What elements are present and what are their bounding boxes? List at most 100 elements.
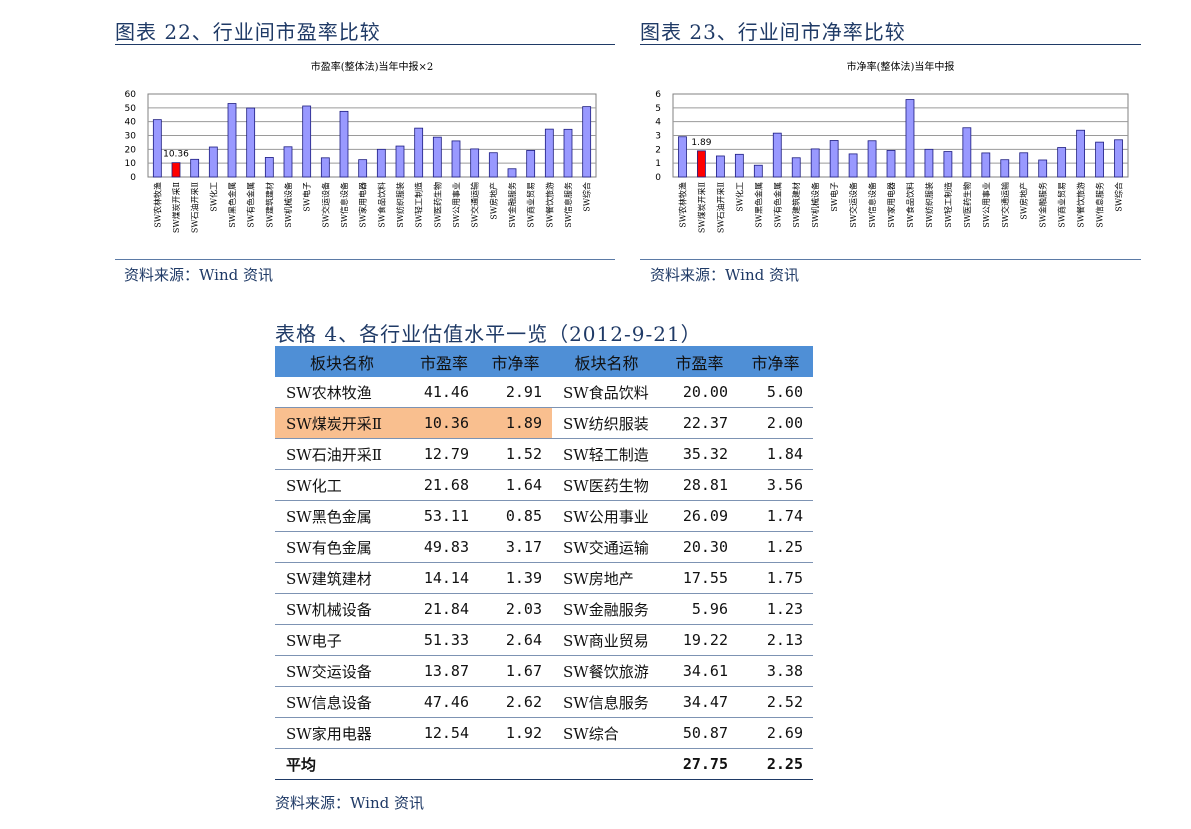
x-category-label: SW信息设备 <box>339 182 349 228</box>
bar <box>152 119 162 178</box>
x-category-label: SW有色金属 <box>246 182 256 228</box>
bar <box>924 148 934 178</box>
pe-cell: 26.09 <box>661 500 738 532</box>
figure-23-title: 图表 23、行业间市净率比较 <box>640 20 906 44</box>
average-row: 平均 27.75 2.25 <box>275 748 813 780</box>
x-category-label: SW农林牧渔 <box>677 182 687 228</box>
valuation-table: 板块名称 市盈率 市净率 板块名称 市盈率 市净率 SW农林牧渔 41.46 2.9… <box>275 346 813 780</box>
x-category-label: SW轻工制造 <box>943 182 953 228</box>
figure-23-top-rule <box>640 44 1141 45</box>
figure-23-source: 资料来源：Wind 资讯 <box>650 266 799 284</box>
pb-cell: 5.60 <box>738 377 813 408</box>
table-row: SW家用电器 12.54 1.92 SW综合 50.87 2.69 <box>275 717 813 749</box>
pb-cell: 1.84 <box>738 438 813 470</box>
x-category-label: SW化工 <box>734 182 744 212</box>
bar <box>358 159 368 178</box>
y-tick-label: 4 <box>655 118 661 128</box>
pe-chart: 市盈率(整体法)当年中报×2 0 10 20 30 40 50 60 SW农林牧渔 SW煤炭开采Ⅱ… <box>115 52 598 252</box>
x-category-label: SW石油开采Ⅱ <box>190 182 200 233</box>
sector-name-cell: SW综合 <box>552 717 661 749</box>
y-tick-label: 6 <box>655 90 661 100</box>
x-category-label: SW建筑建材 <box>791 182 801 228</box>
bar <box>829 140 839 178</box>
x-category-label: SW建筑建材 <box>264 182 274 228</box>
y-tick-label: 1 <box>655 159 661 169</box>
figure-22-source: 资料来源：Wind 资讯 <box>124 266 273 284</box>
pe-cell: 12.54 <box>409 717 479 749</box>
pe-cell: 20.00 <box>661 377 738 408</box>
pb-cell: 3.56 <box>738 469 813 501</box>
x-category-label: SW家用电器 <box>358 182 368 228</box>
pe-cell: 35.32 <box>661 438 738 470</box>
bar <box>208 146 218 178</box>
pe-chart-svg: 市盈率(整体法)当年中报×2 0 10 20 30 40 50 60 SW农林牧渔 SW煤炭开采Ⅱ… <box>125 60 597 233</box>
x-category-label: SW煤炭开采Ⅱ <box>696 182 706 233</box>
x-category-label: SW有色金属 <box>772 182 782 228</box>
bar <box>171 162 181 178</box>
bar <box>697 150 706 178</box>
bar <box>1114 139 1123 178</box>
x-category-label: SW交通运输 <box>470 182 480 228</box>
bar <box>772 132 782 178</box>
table-row: SW煤炭开采Ⅱ 10.36 1.89 SW纺织服装 22.37 2.00 <box>275 407 813 439</box>
sector-name-cell: SW房地产 <box>552 562 661 594</box>
pe-cell: 51.33 <box>409 624 479 656</box>
pe-cell: 49.83 <box>409 531 479 563</box>
x-category-label: SW信息服务 <box>1095 182 1105 228</box>
bar <box>1019 152 1029 178</box>
figure-22-top-rule <box>115 44 615 45</box>
pb-cell: 2.03 <box>479 593 552 625</box>
sector-name-cell: SW黑色金属 <box>275 500 409 532</box>
bar <box>1076 129 1086 178</box>
bar <box>339 110 349 178</box>
x-category-label: SW餐饮旅游 <box>544 182 554 228</box>
figure-22-bottom-rule <box>115 259 615 260</box>
x-category-label: SW轻工制造 <box>414 182 424 228</box>
chart-title: 市盈率(整体法)当年中报×2 <box>311 60 434 73</box>
x-category-label: SW交通运输 <box>1000 182 1010 228</box>
pb-cell: 2.64 <box>479 624 552 656</box>
pe-cell: 12.79 <box>409 438 479 470</box>
bar <box>678 136 687 178</box>
bar <box>227 103 237 178</box>
pb-cell: 3.17 <box>479 531 552 563</box>
average-pe: 27.75 <box>661 748 738 780</box>
bar <box>905 99 915 178</box>
x-category-label: SW信息服务 <box>563 182 573 228</box>
x-category-label: SW化工 <box>208 182 218 212</box>
x-category-label: SW农林牧渔 <box>152 182 162 228</box>
table-row: SW化工 21.68 1.64 SW医药生物 28.81 3.56 <box>275 469 813 501</box>
pb-cell: 1.23 <box>738 593 813 625</box>
bar <box>526 150 536 178</box>
sector-name-cell: SW交通运输 <box>552 531 661 563</box>
table-row: SW黑色金属 53.11 0.85 SW公用事业 26.09 1.74 <box>275 500 813 532</box>
table-row: SW交运设备 13.87 1.67 SW餐饮旅游 34.61 3.38 <box>275 655 813 687</box>
sector-name-cell: SW机械设备 <box>275 593 409 625</box>
pb-cell: 1.52 <box>479 438 552 470</box>
bar <box>1000 159 1010 178</box>
pe-cell: 53.11 <box>409 500 479 532</box>
x-category-label: SW纺织服装 <box>924 182 934 228</box>
table-row: SW石油开采Ⅱ 12.79 1.52 SW轻工制造 35.32 1.84 <box>275 438 813 470</box>
average-label: 平均 <box>275 748 409 780</box>
pb-cell: 2.62 <box>479 686 552 718</box>
table-4-title: 表格 4、各行业估值水平一览（2012-9-21） <box>275 322 702 346</box>
x-category-label: SW黑色金属 <box>753 182 763 228</box>
header-sector-name: 板块名称 <box>275 346 409 377</box>
bar <box>886 150 896 178</box>
sector-name-cell: SW商业贸易 <box>552 624 661 656</box>
sector-name-cell: SW食品饮料 <box>552 377 661 408</box>
pb-cell: 1.75 <box>738 562 813 594</box>
y-tick-label: 30 <box>125 132 137 142</box>
header-pb: 市净率 <box>479 346 552 377</box>
y-tick-label: 5 <box>655 104 661 114</box>
x-category-label: SW交运设备 <box>320 182 330 228</box>
pe-cell: 13.87 <box>409 655 479 687</box>
chart-title: 市净率(整体法)当年中报 <box>847 60 955 73</box>
pe-cell: 21.68 <box>409 469 479 501</box>
bar <box>1038 159 1048 178</box>
x-category-label: SW纺织服装 <box>395 182 405 228</box>
x-category-label: SW黑色金属 <box>227 182 237 228</box>
sector-name-cell: SW金融服务 <box>552 593 661 625</box>
y-tick-label: 0 <box>655 173 661 183</box>
